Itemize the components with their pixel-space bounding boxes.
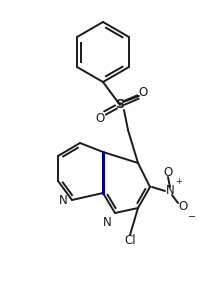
- Text: S: S: [115, 98, 124, 111]
- Text: +: +: [175, 177, 182, 186]
- Text: O: O: [95, 111, 105, 124]
- Text: −: −: [188, 212, 196, 222]
- Text: O: O: [138, 86, 148, 98]
- Text: O: O: [163, 166, 173, 179]
- Text: N: N: [166, 185, 174, 198]
- Text: Cl: Cl: [124, 234, 136, 247]
- Text: O: O: [178, 200, 188, 213]
- Text: N: N: [103, 215, 111, 228]
- Text: N: N: [59, 194, 67, 206]
